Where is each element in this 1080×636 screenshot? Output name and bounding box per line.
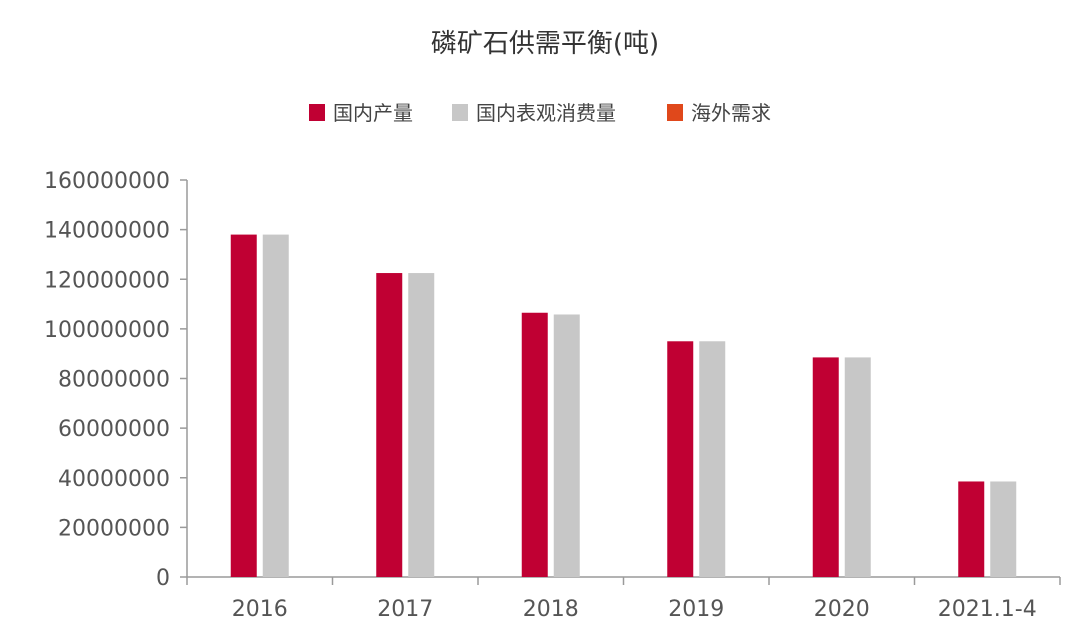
x-tick-label: 2017 — [377, 597, 433, 622]
x-tick-label: 2019 — [668, 597, 724, 622]
legend-swatch — [667, 104, 683, 121]
bar — [408, 273, 435, 577]
bar — [667, 341, 694, 577]
bar — [521, 312, 548, 577]
legend-label: 国内表观消费量 — [476, 101, 616, 125]
legend-label: 海外需求 — [691, 101, 771, 125]
bar — [812, 357, 839, 577]
x-axis: 2016 2017 2018 2019 2020 2021.1-4 — [186, 576, 1061, 622]
legend-swatch — [309, 104, 325, 121]
bar — [699, 341, 726, 577]
x-tick-label: 2020 — [814, 597, 870, 622]
bar — [990, 481, 1017, 577]
bar — [844, 357, 871, 577]
y-tick-label: 140000000 — [44, 219, 170, 244]
bar — [230, 234, 257, 577]
legend-label: 国内产量 — [333, 101, 413, 125]
y-tick-label: 40000000 — [58, 467, 170, 492]
x-tick-label: 2018 — [523, 597, 579, 622]
y-tick-label: 80000000 — [58, 368, 170, 393]
x-tick-label: 2016 — [232, 597, 288, 622]
y-tick-label: 120000000 — [44, 268, 170, 293]
y-tick-label: 60000000 — [58, 417, 170, 442]
y-tick-label: 20000000 — [58, 516, 170, 541]
bar — [262, 234, 289, 577]
y-tick-label: 100000000 — [44, 318, 170, 343]
bar — [958, 481, 985, 577]
chart-title: 磷矿石供需平衡(吨) — [431, 29, 659, 59]
y-tick-label: 160000000 — [44, 169, 170, 194]
x-tick-label: 2021.1-4 — [938, 597, 1037, 622]
y-axis: 0 20000000 40000000 60000000 80000000 1000000… — [44, 169, 188, 591]
bars — [230, 234, 1017, 577]
y-tick-label: 0 — [156, 566, 170, 591]
legend: 国内产量 国内表观消费量 海外需求 — [309, 101, 771, 125]
legend-swatch — [452, 104, 468, 121]
bar — [553, 314, 580, 577]
bar — [376, 273, 403, 577]
